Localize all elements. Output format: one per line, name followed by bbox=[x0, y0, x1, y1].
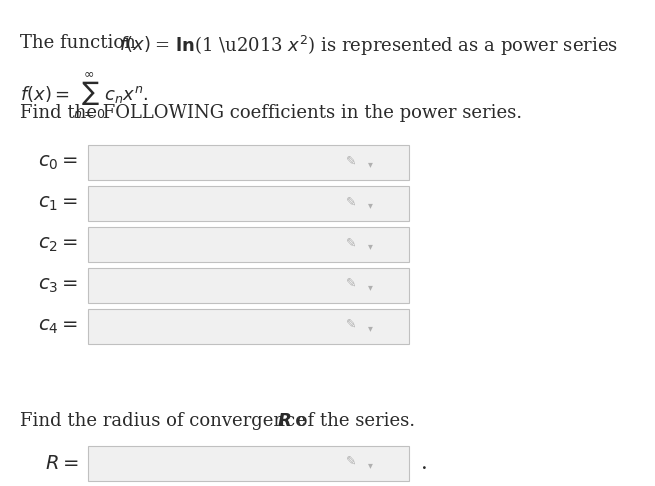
Text: $c_0 =$: $c_0 =$ bbox=[39, 153, 79, 173]
Text: ▾: ▾ bbox=[367, 282, 373, 292]
Text: ✎: ✎ bbox=[346, 155, 357, 168]
Text: ✎: ✎ bbox=[346, 195, 357, 208]
FancyBboxPatch shape bbox=[88, 446, 409, 481]
Text: .: . bbox=[421, 453, 428, 473]
Text: $c_2 =$: $c_2 =$ bbox=[39, 235, 79, 254]
Text: ▾: ▾ bbox=[367, 241, 373, 251]
Text: ✎: ✎ bbox=[346, 236, 357, 249]
FancyBboxPatch shape bbox=[88, 227, 409, 262]
Text: ▾: ▾ bbox=[367, 200, 373, 210]
Text: ✎: ✎ bbox=[346, 277, 357, 290]
Text: = $\mathbf{ln}$(1 \u2013 $x^2$) is represented as a power series: = $\mathbf{ln}$(1 \u2013 $x^2$) is repre… bbox=[149, 34, 618, 58]
FancyBboxPatch shape bbox=[88, 186, 409, 221]
FancyBboxPatch shape bbox=[88, 309, 409, 344]
Text: $f(x)$: $f(x)$ bbox=[119, 34, 151, 54]
Text: ▾: ▾ bbox=[367, 323, 373, 333]
Text: $\boldsymbol{R}$: $\boldsymbol{R}$ bbox=[277, 412, 291, 430]
Text: ✎: ✎ bbox=[346, 455, 357, 468]
Text: Find the radius of convergence: Find the radius of convergence bbox=[20, 412, 311, 430]
Text: $c_1 =$: $c_1 =$ bbox=[39, 194, 79, 213]
FancyBboxPatch shape bbox=[88, 268, 409, 303]
Text: of the series.: of the series. bbox=[291, 412, 416, 430]
Text: Find the FOLLOWING coefficients in the power series.: Find the FOLLOWING coefficients in the p… bbox=[20, 104, 522, 122]
FancyBboxPatch shape bbox=[88, 145, 409, 180]
Text: The function: The function bbox=[20, 34, 141, 52]
Text: $c_3 =$: $c_3 =$ bbox=[39, 276, 79, 295]
Text: ✎: ✎ bbox=[346, 318, 357, 331]
Text: $c_4 =$: $c_4 =$ bbox=[39, 316, 79, 336]
Text: $R =$: $R =$ bbox=[45, 453, 79, 473]
Text: ▾: ▾ bbox=[367, 159, 373, 170]
Text: $f(x) = \sum_{n=0}^{\infty} c_n x^n.$: $f(x) = \sum_{n=0}^{\infty} c_n x^n.$ bbox=[20, 70, 148, 121]
Text: ▾: ▾ bbox=[367, 460, 373, 470]
